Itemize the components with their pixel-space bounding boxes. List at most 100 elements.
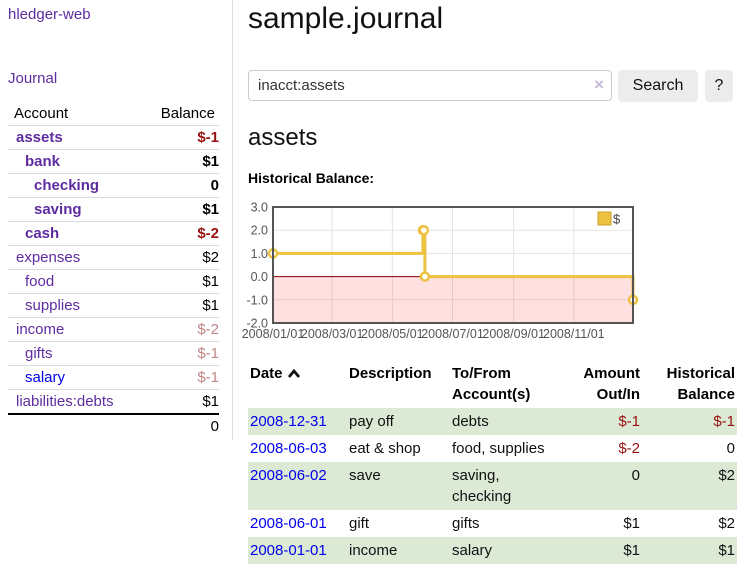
accounts-table-header: Account Balance [8,102,219,126]
app-title: hledger-web [8,6,91,23]
account-balance: $-1 [197,345,219,362]
transaction-amount: 0 [631,467,640,484]
account-link-saving[interactable]: saving [34,201,82,218]
sidebar: hledger-web Journal Account Balance asse… [0,0,233,440]
register-col-description: Description [349,365,432,382]
help-button[interactable]: ? [705,70,733,102]
svg-text:2008/09/01: 2008/09/01 [482,327,545,341]
account-row: salary $-1 [8,366,219,390]
account-link-food[interactable]: food [25,273,55,290]
svg-text:2008/05/01: 2008/05/01 [361,327,424,341]
transaction-date-link[interactable]: 2008-06-01 [250,515,327,532]
chart-label: Historical Balance: [248,170,375,186]
register-row: 2008-06-02 save saving, checking 0 $2 [248,462,737,510]
account-link-expenses[interactable]: expenses [16,249,81,266]
transaction-accounts: gifts [452,515,480,532]
svg-text:$: $ [613,212,621,227]
transaction-description: gift [349,515,370,532]
transaction-accounts: food, supplies [452,440,545,457]
register-row: 2008-06-01 gift gifts $1 $2 [248,510,737,537]
main-panel: sample.journal × Search ? assets Histori… [242,0,742,582]
account-balance: $-2 [197,321,219,338]
search-button[interactable]: Search [618,70,698,102]
svg-text:2008/01/01: 2008/01/01 [242,327,305,341]
accounts-total-balance: 0 [210,418,219,435]
transaction-date-link[interactable]: 2008-12-31 [250,413,327,430]
account-link-cash[interactable]: cash [25,225,60,242]
transaction-amount: $-1 [618,413,640,430]
account-balance: $1 [202,201,219,218]
transaction-date-link[interactable]: 2008-06-03 [250,440,327,457]
account-balance: 0 [210,177,219,194]
account-balance: $1 [202,393,219,410]
account-balance: $1 [202,273,219,290]
account-balance: $2 [202,249,219,266]
transaction-amount: $-2 [618,440,640,457]
account-row: checking 0 [8,174,219,198]
account-link-income[interactable]: income [16,321,65,338]
historical-balance-chart[interactable]: $3.0 2.0 1.0 0.0 -1.0 -2.0 2008/01/01 2008/03/0… [242,198,742,346]
svg-text:2008/07/01: 2008/07/01 [421,327,484,341]
account-link-checking[interactable]: checking [34,177,100,194]
account-row: gifts $-1 [8,342,219,366]
register-header-row: Date Description To/From Account(s) Amou… [248,360,737,408]
sort-ascending-icon [287,368,300,378]
svg-text:-1.0: -1.0 [246,293,268,307]
account-link-supplies[interactable]: supplies [25,297,81,314]
account-row: saving $1 [8,198,219,222]
account-row: bank $1 [8,150,219,174]
transaction-accounts: salary [452,542,493,559]
account-row: food $1 [8,270,219,294]
account-balance: $1 [202,153,219,170]
accounts-table: Account Balance assets $-1 bank $1 checkin… [8,102,219,438]
register-row: 2008-12-31 pay off debts $-1 $-1 [248,408,737,435]
account-link-gifts[interactable]: gifts [25,345,53,362]
account-link-salary[interactable]: salary [25,369,66,386]
transaction-accounts: debts [452,413,489,430]
account-link-liabilities-debts[interactable]: liabilities:debts [16,393,114,410]
account-row: liabilities:debts $1 [8,390,219,415]
svg-text:2008/11/01: 2008/11/01 [543,327,605,341]
account-link-assets[interactable]: assets [16,129,63,146]
transaction-date-link[interactable]: 2008-01-01 [250,542,327,559]
register-col-accounts: To/From Account(s) [452,365,531,403]
svg-text:1.0: 1.0 [251,247,268,261]
search-bar: × Search ? [248,70,742,102]
account-link-bank[interactable]: bank [25,153,61,170]
accounts-col-balance: Balance [160,105,215,122]
account-row: expenses $2 [8,246,219,270]
register-col-amount: Amount Out/In [583,365,640,403]
accounts-total-row: 0 [8,414,219,438]
transaction-balance: $2 [718,467,735,484]
transaction-description: pay off [349,413,394,430]
account-balance: $-1 [197,129,219,146]
clear-search-icon[interactable]: × [594,75,604,94]
register-table: Date Description To/From Account(s) Amou… [248,360,737,564]
register-col-date[interactable]: Date [248,360,347,408]
svg-text:3.0: 3.0 [251,201,268,215]
transaction-accounts: saving, checking [452,467,512,505]
transaction-balance: $1 [718,542,735,559]
transaction-date-link[interactable]: 2008-06-02 [250,467,327,484]
page-title: sample.journal [248,2,444,35]
register-row: 2008-01-01 income salary $1 $1 [248,537,737,564]
account-row: income $-2 [8,318,219,342]
transaction-description: save [349,467,381,484]
accounts-col-account: Account [14,105,69,122]
transaction-description: income [349,542,398,559]
account-balance: $-1 [197,369,219,386]
transaction-balance: $2 [718,515,735,532]
register-col-balance: Historical Balance [666,365,735,403]
svg-text:-2.0: -2.0 [246,317,268,331]
account-row: assets $-1 [8,126,219,150]
transaction-amount: $1 [623,515,640,532]
svg-text:0.0: 0.0 [251,270,268,284]
account-row: cash $-2 [8,222,219,246]
transaction-amount: $1 [623,542,640,559]
svg-text:2.0: 2.0 [251,224,268,238]
svg-text:2008/03/01: 2008/03/01 [301,327,364,341]
search-input[interactable] [248,70,612,101]
nav-journal-link[interactable]: Journal [8,70,58,87]
account-balance: $-2 [197,225,219,242]
transaction-balance: 0 [726,440,735,457]
